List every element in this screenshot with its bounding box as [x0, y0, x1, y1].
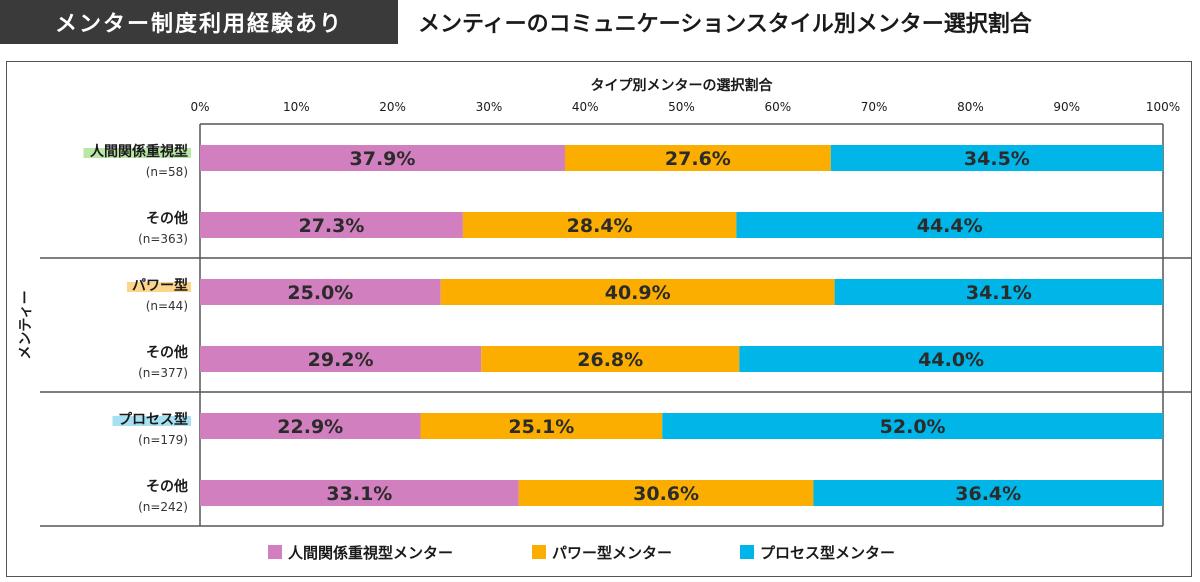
data-label: 27.6% — [665, 148, 731, 170]
bar-segment — [834, 279, 1163, 305]
section-badge: メンター制度利用経験あり — [0, 0, 398, 44]
legend-swatch — [532, 545, 546, 559]
bar-segment — [440, 279, 835, 305]
data-label: 52.0% — [880, 416, 946, 438]
data-label: 44.0% — [918, 349, 984, 371]
chart-title: タイプ別メンターの選択割合 — [591, 77, 774, 94]
data-label: 27.3% — [298, 215, 364, 237]
sample-size-label: (n=363) — [138, 232, 188, 246]
data-label: 33.1% — [326, 483, 392, 505]
category-label: パワー型 — [132, 277, 188, 294]
sample-size-label: (n=58) — [146, 165, 188, 179]
data-label: 34.1% — [966, 282, 1032, 304]
bar-segment — [813, 480, 1163, 506]
bar-segment — [200, 346, 482, 372]
x-tick-label: 80% — [957, 100, 984, 114]
x-tick-label: 30% — [476, 100, 503, 114]
category-label: プロセス型 — [118, 411, 188, 428]
sample-size-label: (n=377) — [138, 366, 188, 380]
sample-size-label: (n=242) — [138, 500, 188, 514]
legend-label: パワー型メンター — [552, 544, 672, 562]
bar-segment — [200, 145, 565, 171]
x-tick-label: 90% — [1053, 100, 1080, 114]
sample-size-label: (n=44) — [146, 299, 188, 313]
bar-segment — [518, 480, 814, 506]
category-label: その他 — [146, 210, 188, 227]
bar-segment — [830, 145, 1163, 171]
data-label: 22.9% — [277, 416, 343, 438]
legend-label: プロセス型メンター — [760, 544, 895, 562]
category-label: その他 — [146, 478, 188, 495]
legend-swatch — [268, 545, 282, 559]
data-label: 28.4% — [567, 215, 633, 237]
x-tick-label: 60% — [764, 100, 791, 114]
bar-segment — [481, 346, 740, 372]
sample-size-label: (n=179) — [138, 433, 188, 447]
bar-segment — [736, 212, 1163, 238]
data-label: 44.4% — [917, 215, 983, 237]
bar-segment — [200, 480, 519, 506]
page-title: メンティーのコミュニケーションスタイル別メンター選択割合 — [418, 12, 1032, 37]
x-tick-label: 100% — [1146, 100, 1180, 114]
category-label: 人間関係重視型 — [90, 143, 188, 160]
data-label: 36.4% — [955, 483, 1021, 505]
x-tick-label: 10% — [283, 100, 310, 114]
bar-segment — [200, 212, 463, 238]
bar-segment — [200, 413, 421, 439]
data-label: 26.8% — [577, 349, 643, 371]
bar-segment — [662, 413, 1163, 439]
x-tick-label: 20% — [379, 100, 406, 114]
y-axis-label: メンティー — [18, 290, 34, 359]
bar-segment — [462, 212, 737, 238]
data-label: 37.9% — [350, 148, 416, 170]
data-label: 25.1% — [508, 416, 574, 438]
x-tick-label: 50% — [668, 100, 695, 114]
bar-segment — [564, 145, 831, 171]
bar-segment — [739, 346, 1163, 372]
category-highlight — [127, 282, 191, 292]
x-tick-label: 40% — [572, 100, 599, 114]
category-highlight — [112, 416, 191, 426]
x-tick-label: 70% — [861, 100, 888, 114]
data-label: 25.0% — [287, 282, 353, 304]
x-tick-label: 0% — [190, 100, 209, 114]
legend-swatch — [740, 545, 754, 559]
category-label: その他 — [146, 344, 188, 361]
bar-segment — [200, 279, 441, 305]
bar-segment — [420, 413, 663, 439]
chart-frame — [6, 61, 1192, 577]
data-label: 34.5% — [964, 148, 1030, 170]
data-label: 30.6% — [633, 483, 699, 505]
data-label: 40.9% — [605, 282, 671, 304]
legend-label: 人間関係重視型メンター — [288, 544, 453, 562]
category-highlight — [83, 148, 191, 158]
data-label: 29.2% — [308, 349, 374, 371]
